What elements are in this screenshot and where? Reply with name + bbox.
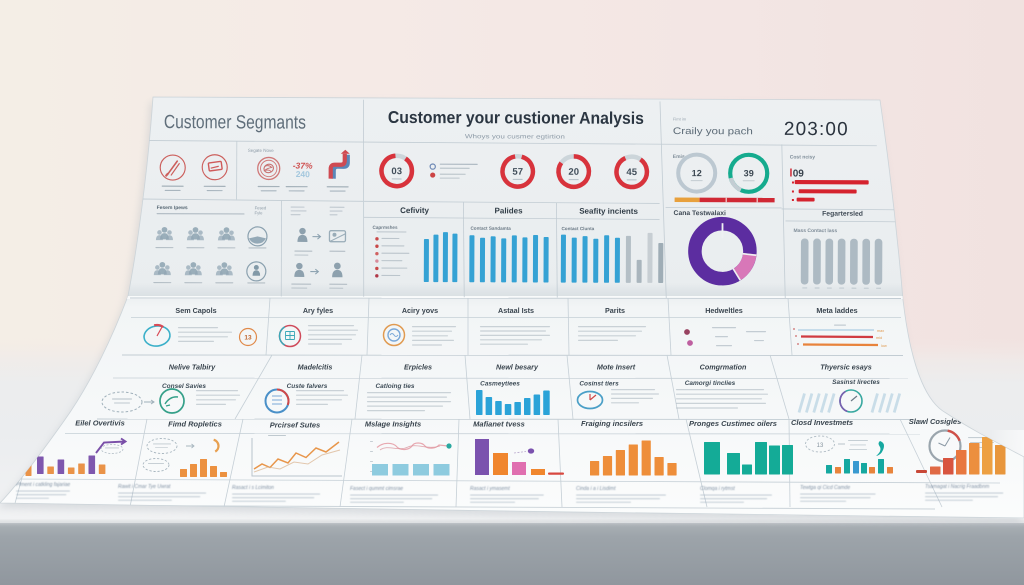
svg-text:Rasact i s Lcimiton: Rasact i s Lcimiton xyxy=(232,485,274,491)
svg-text:Erpicles: Erpicles xyxy=(404,363,432,372)
svg-text:Fesem Ipews: Fesem Ipews xyxy=(157,205,188,211)
svg-text:mid: mid xyxy=(876,336,882,340)
svg-text:Camorgi tinclies: Camorgi tinclies xyxy=(685,380,736,387)
svg-text:Nelive Talbiry: Nelive Talbiry xyxy=(169,363,216,372)
svg-text:Hedweltles: Hedweltles xyxy=(705,306,743,315)
svg-text:Closd Investmets: Closd Investmets xyxy=(791,418,853,427)
svg-text:203:00: 203:00 xyxy=(784,119,849,140)
svg-text:Fimd Ropletics: Fimd Ropletics xyxy=(168,420,222,429)
svg-text:Casmeytiees: Casmeytiees xyxy=(480,381,520,388)
svg-text:Emis: Emis xyxy=(673,154,685,160)
svg-text:Cosinst tiers: Cosinst tiers xyxy=(579,381,619,388)
svg-text:Slawl Cosigles: Slawl Cosigles xyxy=(909,417,962,426)
svg-text:Newl besary: Newl besary xyxy=(496,363,539,372)
svg-text:Fyle: Fyle xyxy=(255,210,264,215)
svg-text:39: 39 xyxy=(744,168,754,178)
svg-text:13: 13 xyxy=(817,443,824,449)
svg-text:Fraiging incsilers: Fraiging incsilers xyxy=(581,419,643,428)
svg-text:Rawit i Cmar Tye Uwrat: Rawit i Cmar Tye Uwrat xyxy=(118,484,171,490)
svg-text:-37%: -37% xyxy=(293,161,313,171)
svg-text:Rasact i ymasemt: Rasact i ymasemt xyxy=(470,486,510,492)
svg-text:low: low xyxy=(881,344,887,348)
svg-text:45: 45 xyxy=(626,167,637,178)
svg-text:Mslage Insights: Mslage Insights xyxy=(365,420,421,429)
svg-text:Mafianet tvess: Mafianet tvess xyxy=(473,420,525,429)
svg-text:Fasect i qummt cimsrae: Fasect i qummt cimsrae xyxy=(350,486,403,492)
svg-text:Caprmshes: Caprmshes xyxy=(372,225,397,230)
svg-text:Madelcitis: Madelcitis xyxy=(298,363,333,372)
svg-text:Customer your custioner Analys: Customer your custioner Analysis xyxy=(388,108,644,128)
svg-text:Consel Savies: Consel Savies xyxy=(162,383,206,390)
svg-text:Tewtga qi Cicd Camde: Tewtga qi Cicd Camde xyxy=(800,485,850,491)
svg-text:Catloing ties: Catloing ties xyxy=(375,383,414,390)
svg-text:Comgrmation: Comgrmation xyxy=(700,363,747,372)
svg-text:Segate Nove: Segate Nove xyxy=(248,148,275,153)
svg-text:Prcirsef Sutes: Prcirsef Sutes xyxy=(270,421,320,430)
svg-text:09: 09 xyxy=(793,168,805,179)
svg-text:Plment i catkling fajariae: Plment i catkling fajariae xyxy=(16,482,70,488)
svg-text:Fegartersled: Fegartersled xyxy=(822,211,863,218)
svg-text:Meta laddes: Meta laddes xyxy=(816,306,857,315)
svg-text:Fesed: Fesed xyxy=(255,205,267,210)
svg-text:Craily you pach: Craily you pach xyxy=(673,126,753,137)
svg-text:57: 57 xyxy=(512,167,523,178)
svg-text:Cinda i a i Lisdimt: Cinda i a i Lisdimt xyxy=(576,486,616,492)
svg-text:20: 20 xyxy=(568,167,579,178)
svg-text:Sasinst lirectes: Sasinst lirectes xyxy=(832,379,880,386)
svg-text:13: 13 xyxy=(244,335,252,342)
svg-text:Cost ncisy: Cost ncisy xyxy=(790,154,816,160)
svg-text:Custe falvers: Custe falvers xyxy=(287,383,328,390)
svg-text:Contact Sandamta: Contact Sandamta xyxy=(470,226,511,231)
svg-text:Clomqa i rytmst: Clomqa i rytmst xyxy=(700,486,735,492)
svg-text:Eilel Overtivis: Eilel Overtivis xyxy=(75,419,125,428)
svg-text:Sem Capols: Sem Capols xyxy=(175,306,216,315)
svg-text:Parits: Parits xyxy=(605,306,625,315)
svg-text:Seafity incients: Seafity incients xyxy=(579,207,638,216)
svg-text:Contact Clunta: Contact Clunta xyxy=(561,226,594,231)
svg-text:Thyersic esays: Thyersic esays xyxy=(820,363,872,372)
svg-text:Cana Testwalaxi: Cana Testwalaxi xyxy=(674,210,727,217)
svg-text:Pronges Custimec oilers: Pronges Custimec oilers xyxy=(689,419,777,428)
svg-text:Ary fyles: Ary fyles xyxy=(303,306,333,315)
svg-text:03: 03 xyxy=(391,166,402,177)
svg-text:Cefivity: Cefivity xyxy=(400,206,429,215)
svg-text:Aciry yovs: Aciry yovs xyxy=(402,306,438,315)
svg-text:Mote Insert: Mote Insert xyxy=(597,363,636,372)
svg-text:Customer Segmants: Customer Segmants xyxy=(164,112,306,134)
svg-text:max: max xyxy=(877,329,884,333)
svg-text:240: 240 xyxy=(296,169,310,179)
svg-text:12: 12 xyxy=(692,168,702,178)
svg-text:Astaal Ists: Astaal Ists xyxy=(498,306,534,315)
svg-text:Fimt im: Fimt im xyxy=(673,116,687,121)
svg-text:Mass Contact lass: Mass Contact lass xyxy=(793,228,837,234)
svg-text:Tsamagat i Nacrig Fraadbnm: Tsamagat i Nacrig Fraadbnm xyxy=(925,484,989,490)
svg-text:Palides: Palides xyxy=(495,206,524,215)
svg-text:Whoys you cusmer egtirtion: Whoys you cusmer egtirtion xyxy=(465,134,565,140)
